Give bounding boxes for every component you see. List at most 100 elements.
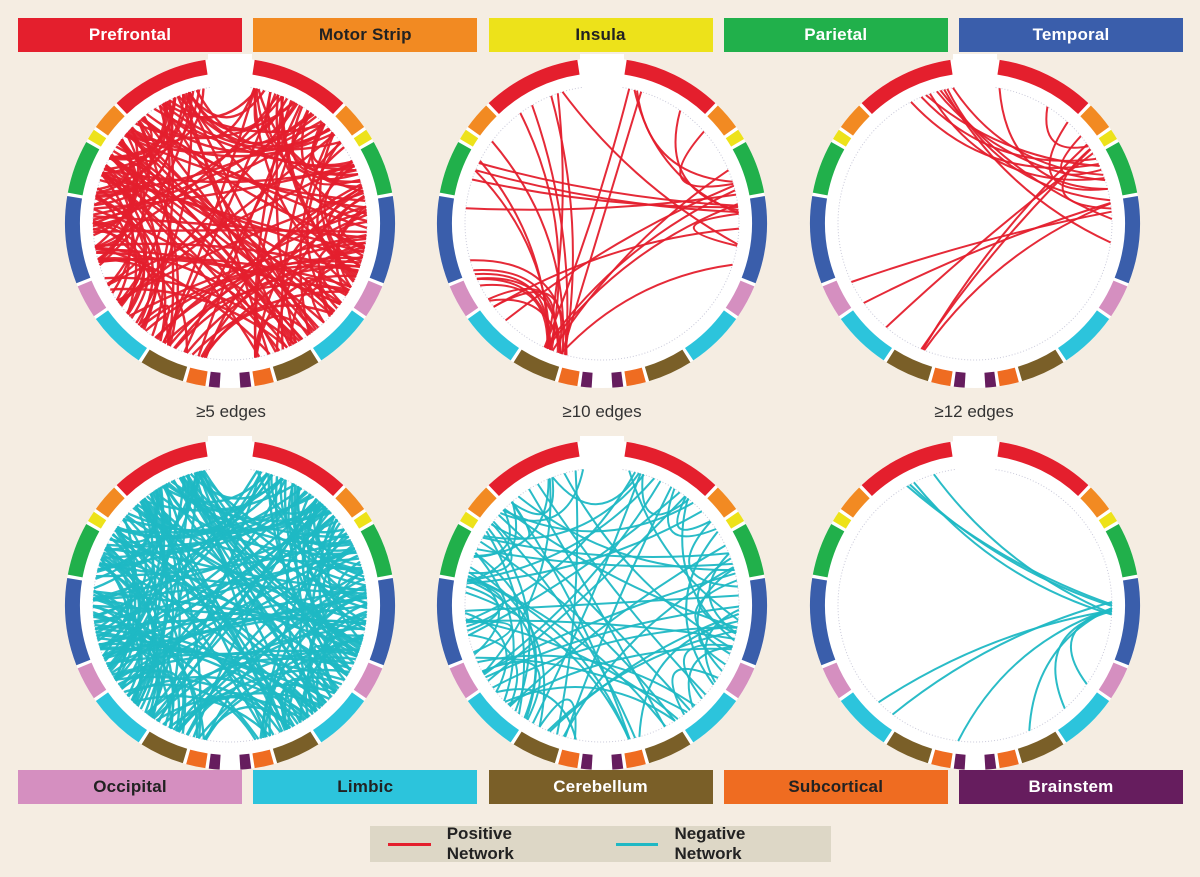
ring-segment-temporal-left [437, 578, 463, 666]
ring-segment-prefrontal-left [861, 59, 953, 115]
network-edge [475, 169, 739, 214]
network-edge [135, 101, 296, 140]
ring-segment-insula-left [459, 129, 479, 147]
network-edge [946, 88, 1111, 202]
network-edge [185, 474, 362, 646]
ring-segment-brainstem-left [208, 371, 221, 388]
network-edge [280, 96, 359, 177]
network-edge [465, 594, 739, 612]
network-edge [909, 483, 1113, 608]
network-edge [517, 495, 735, 572]
ring-segment-occipital-left [822, 662, 852, 699]
ring-segment-limbic-right [1058, 692, 1110, 743]
network-edge [254, 315, 312, 358]
ring-segment-temporal-right [1114, 578, 1140, 666]
ring-segment-parietal-left [67, 142, 100, 196]
network-edge [92, 597, 156, 710]
ring-segment-cerebellum-left [886, 349, 933, 382]
ring-segment-insula-right [353, 511, 373, 529]
ring-segment-prefrontal-left [116, 59, 208, 115]
network-edge [863, 202, 1111, 304]
network-edge [464, 612, 508, 693]
network-edge [641, 474, 690, 516]
network-edge [189, 472, 285, 500]
ring-segment-insula-left [87, 129, 107, 147]
ring-segment-temporal-left [64, 578, 91, 666]
network-edge [906, 485, 1113, 606]
network-edge [479, 283, 549, 349]
ring-segment-brainstem-right [239, 371, 252, 388]
legend-negative-label: Negative Network [674, 824, 746, 863]
ring-segment-insula-left [832, 129, 852, 147]
ring-segment-limbic-right [1058, 310, 1110, 361]
network-edge [466, 510, 703, 585]
network-edge [933, 473, 1113, 615]
region-cerebellum: Cerebellum [488, 770, 713, 804]
network-edge [168, 241, 366, 347]
ring-segment-insula-left [459, 511, 479, 529]
ring-segment-motor-strip-left [840, 105, 870, 136]
top-notch [953, 436, 997, 482]
network-edge [108, 94, 185, 161]
network-edge [467, 575, 667, 728]
ring-segment-subcortical-right [624, 367, 646, 387]
ring-segment-motor-strip-left [840, 487, 870, 518]
network-edge [107, 475, 186, 670]
network-edge [93, 518, 148, 619]
network-edge [543, 88, 631, 348]
ring-segment-parietal-right [732, 142, 765, 196]
ring-segment-occipital-left [449, 280, 479, 317]
network-edge [95, 488, 160, 580]
ring-segment-parietal-right [732, 524, 765, 578]
ring-segment-temporal-right [369, 578, 395, 666]
network-edge [98, 90, 195, 266]
ring-segment-insula-left [87, 511, 107, 529]
ring-segment-limbic-right [685, 310, 737, 361]
network-edge [136, 499, 169, 707]
network-edge [503, 508, 738, 629]
ring-segment-occipital-right [725, 662, 755, 699]
network-edge [98, 562, 175, 729]
region-parietal: Parietal [723, 18, 948, 52]
network-edge [186, 473, 273, 512]
network-edge [162, 93, 277, 344]
ring-segment-cerebellum-left [141, 349, 188, 382]
ring-segment-limbic-left [95, 692, 147, 743]
network-edge [923, 202, 1111, 351]
network-edge [98, 587, 367, 647]
network-edge [318, 133, 356, 282]
network-edge [198, 470, 363, 573]
network-edge [563, 472, 733, 650]
ring-segment-cerebellum-left [513, 349, 560, 382]
network-edge [97, 138, 136, 262]
network-edge [666, 488, 717, 538]
network-edge [560, 263, 733, 355]
network-edge [280, 677, 337, 731]
network-edge [185, 249, 365, 354]
ring-segment-temporal-left [809, 578, 836, 666]
network-edge [311, 510, 348, 544]
ring-segment-prefrontal-right [252, 441, 344, 497]
network-edge [93, 163, 355, 210]
network-edge [478, 162, 738, 207]
network-edge [187, 91, 317, 145]
ring-segment-cerebellum-right [272, 349, 319, 382]
threshold-caption-5: ≥5 edges [196, 402, 266, 421]
network-edge [891, 601, 1113, 716]
ring-segment-brainstem-right [611, 371, 624, 388]
region-occipital: Occipital [18, 770, 242, 804]
network-edge [679, 130, 734, 188]
ring-segment-occipital-left [77, 662, 107, 699]
threshold-caption-12: ≥12 edges [934, 402, 1014, 421]
ring-segment-brainstem-right [239, 753, 252, 770]
network-edge [504, 184, 735, 322]
network-edge [197, 637, 364, 740]
ring-segment-temporal-right [369, 196, 395, 284]
network-edge [94, 617, 366, 630]
ring-segment-motor-strip-left [467, 487, 497, 518]
network-edge [676, 496, 711, 531]
ring-segment-parietal-left [67, 524, 100, 578]
ring-segment-prefrontal-left [861, 441, 953, 497]
ring-segment-cerebellum-right [272, 731, 319, 764]
ring-segment-temporal-right [1114, 196, 1140, 284]
